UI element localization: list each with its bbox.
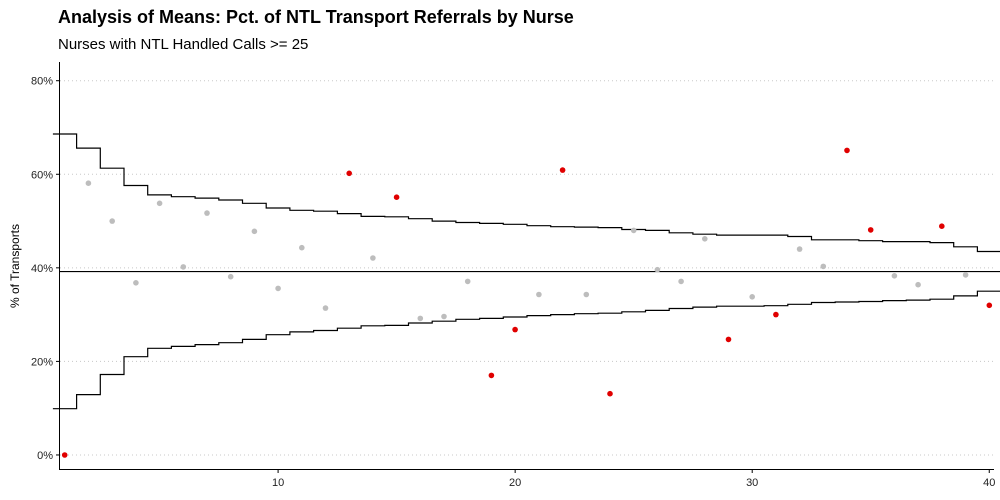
data-point bbox=[583, 291, 590, 298]
data-point bbox=[962, 272, 969, 278]
data-point-out-of-control bbox=[488, 372, 495, 379]
y-tick-label: 60% bbox=[31, 169, 53, 181]
upper-control-limit bbox=[52, 133, 1000, 253]
data-point bbox=[820, 263, 827, 270]
data-point bbox=[133, 280, 139, 286]
data-points bbox=[61, 147, 993, 458]
data-point-out-of-control bbox=[773, 311, 779, 318]
data-point-out-of-control bbox=[867, 227, 874, 233]
x-tick-label: 30 bbox=[746, 477, 758, 489]
data-point-out-of-control bbox=[986, 302, 993, 309]
data-point bbox=[891, 273, 898, 279]
data-point-out-of-control bbox=[559, 167, 566, 173]
data-point-out-of-control bbox=[393, 194, 400, 200]
y-tick-label: 40% bbox=[31, 263, 53, 275]
data-point bbox=[915, 281, 921, 288]
x-tick-label: 40 bbox=[983, 477, 995, 489]
data-point bbox=[156, 200, 163, 207]
data-point bbox=[275, 285, 281, 292]
x-tick-label: 10 bbox=[272, 477, 284, 489]
data-point-out-of-control bbox=[844, 147, 850, 154]
data-point bbox=[749, 294, 755, 300]
data-point-out-of-control bbox=[512, 326, 518, 333]
data-point bbox=[417, 315, 424, 322]
data-point bbox=[370, 255, 376, 261]
data-point-out-of-control bbox=[725, 336, 732, 343]
control-limits bbox=[52, 133, 1000, 410]
data-point bbox=[109, 218, 115, 224]
data-point bbox=[536, 291, 542, 298]
y-tick-label: 20% bbox=[31, 356, 53, 368]
data-point bbox=[796, 246, 803, 252]
data-point bbox=[654, 266, 661, 273]
data-point bbox=[204, 210, 210, 216]
data-point bbox=[299, 244, 305, 251]
data-point bbox=[678, 278, 684, 285]
data-point bbox=[322, 305, 329, 311]
data-point-out-of-control bbox=[346, 170, 353, 177]
lower-control-limit bbox=[52, 290, 1000, 410]
data-point bbox=[464, 278, 471, 285]
x-ticks: 10 20 30 40 bbox=[272, 469, 995, 489]
data-point-out-of-control bbox=[61, 452, 68, 458]
data-point-out-of-control bbox=[607, 390, 613, 397]
data-point bbox=[251, 228, 258, 235]
y-axis-title: % of Transports bbox=[8, 224, 22, 308]
y-tick-label: 80% bbox=[31, 76, 53, 88]
y-ticks: 0% 20% 40% 60% 80% bbox=[31, 76, 60, 462]
chart-title: Analysis of Means: Pct. of NTL Transport… bbox=[58, 7, 574, 27]
data-point bbox=[85, 180, 92, 186]
data-point bbox=[227, 273, 234, 280]
chart-subtitle: Nurses with NTL Handled Calls >= 25 bbox=[58, 36, 308, 53]
gridlines bbox=[60, 80, 994, 456]
y-tick-label: 0% bbox=[37, 450, 53, 462]
x-tick-label: 20 bbox=[509, 477, 521, 489]
data-point bbox=[702, 236, 708, 242]
data-point-out-of-control bbox=[939, 223, 945, 229]
data-point bbox=[630, 227, 637, 234]
data-point bbox=[441, 313, 447, 320]
axes bbox=[59, 62, 994, 470]
data-point bbox=[180, 264, 187, 270]
